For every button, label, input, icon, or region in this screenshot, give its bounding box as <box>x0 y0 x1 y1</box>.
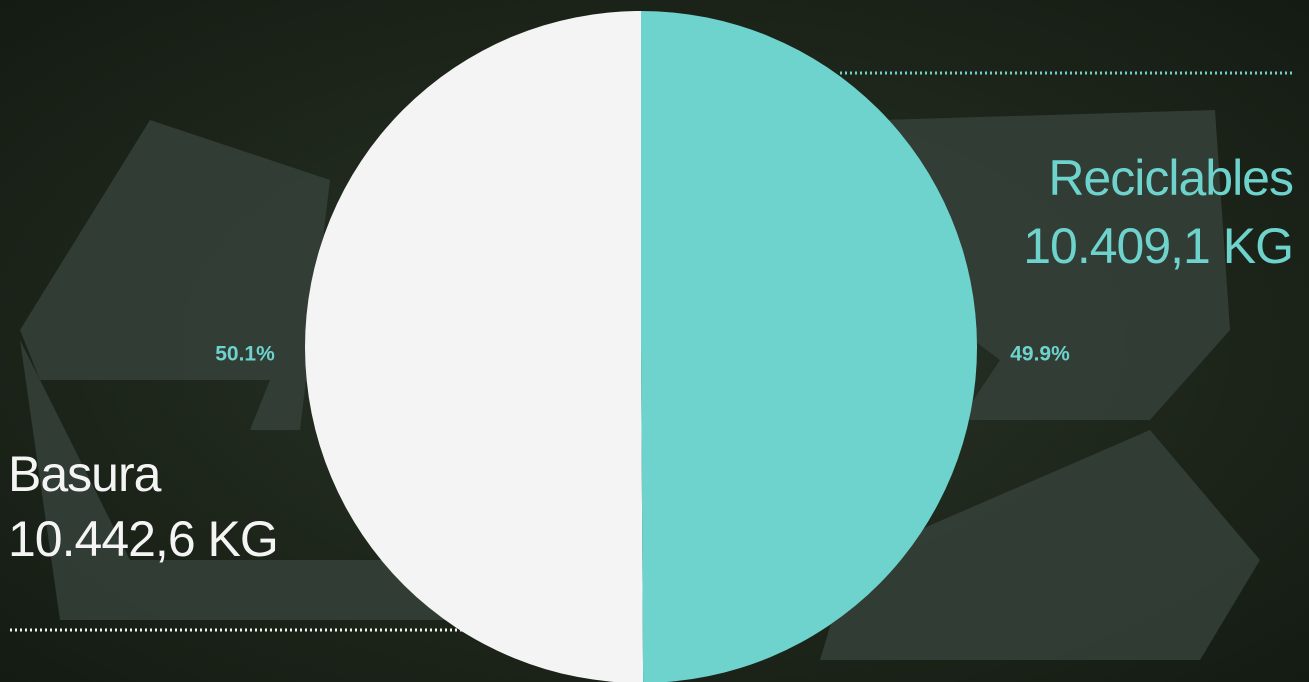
total-label: 10.409,1 KG <box>1023 218 1293 274</box>
pie-slice <box>641 11 977 682</box>
pie <box>304 11 977 682</box>
legend-label: Basura <box>8 446 162 502</box>
total-label: 10.442,6 KG <box>8 511 278 567</box>
legend-label: Reciclables <box>1048 150 1293 206</box>
value-label: 50.1% <box>215 343 275 366</box>
value-label: 49.9% <box>1010 343 1070 366</box>
recycle-shape <box>20 120 330 430</box>
recycle-shape <box>820 430 1260 660</box>
pie-slice <box>304 11 644 682</box>
recycle-shape <box>880 110 1230 420</box>
